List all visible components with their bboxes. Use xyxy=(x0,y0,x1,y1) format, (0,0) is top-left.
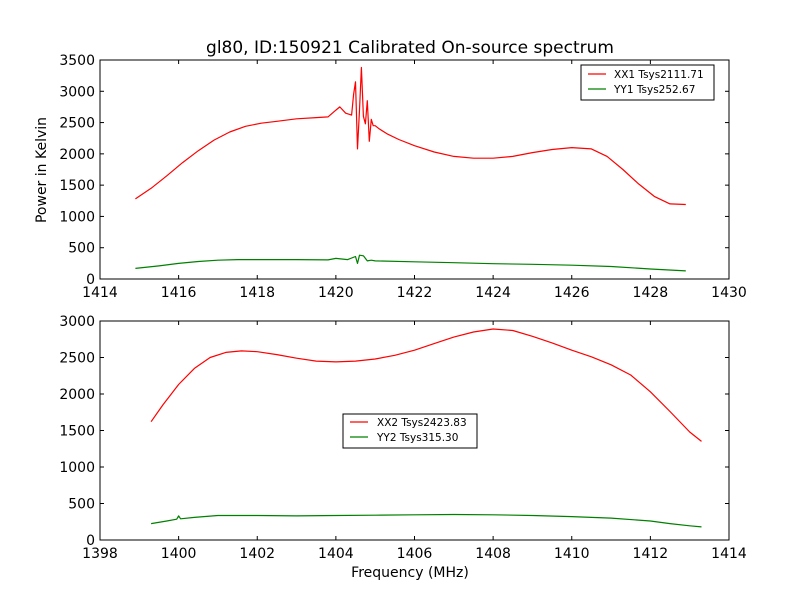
bottom-y-tick-label: 500 xyxy=(68,497,95,513)
bottom-legend: XX2 Tsys2423.83 YY2 Tsys315.30 xyxy=(342,413,478,449)
top-x-tick-label: 1418 xyxy=(239,285,275,301)
top-ticks: 1414 1416 1418 1420 1422 1424 1426 1428 1430 0 500… xyxy=(59,53,746,301)
bottom-series-yy2-line xyxy=(151,513,702,528)
top-y-tick-label: 3500 xyxy=(59,53,95,69)
top-x-tick-label: 1424 xyxy=(475,285,511,301)
top-y-tick-label: 1000 xyxy=(59,209,95,225)
bottom-legend-label-xx2: XX2 Tsys2423.83 xyxy=(377,417,467,429)
top-legend-label-yy1: YY1 Tsys252.67 xyxy=(613,84,695,96)
top-x-tick-label: 1428 xyxy=(633,285,669,301)
bottom-x-tick-label: 1400 xyxy=(161,546,197,562)
bottom-ticks: 1398 1400 1402 1404 1406 1408 1410 1412 1414 0 500… xyxy=(59,314,747,562)
bottom-series-layer xyxy=(150,328,702,528)
bottom-y-tick-label: 1500 xyxy=(59,424,95,440)
bottom-y-tick-label: 1000 xyxy=(59,460,95,476)
top-series-yy1-line xyxy=(135,254,686,272)
bottom-x-tick-label: 1402 xyxy=(239,546,275,562)
bottom-x-tick-label: 1410 xyxy=(554,546,590,562)
top-y-tick-label: 2500 xyxy=(59,116,95,132)
bottom-y-tick-label: 2000 xyxy=(59,387,95,403)
bottom-x-tick-label: 1412 xyxy=(633,546,669,562)
top-axes: 1414 1416 1418 1420 1422 1424 1426 1428 1430 0 500… xyxy=(34,53,747,301)
top-y-tick-label: 1500 xyxy=(59,178,95,194)
bottom-x-tick-label: 1406 xyxy=(397,546,433,562)
top-legend-box xyxy=(580,64,715,101)
top-x-tick-label: 1420 xyxy=(318,285,354,301)
top-y-tick-label: 500 xyxy=(68,241,95,257)
bottom-x-tick-label: 1404 xyxy=(318,546,354,562)
top-legend: XX1 Tsys2111.71 YY1 Tsys252.67 xyxy=(580,64,715,101)
chart-title: gl80, ID:150921 Calibrated On-source spe… xyxy=(206,38,614,58)
top-y-tick-label: 3000 xyxy=(59,84,95,100)
top-series-xx1-line xyxy=(135,66,686,206)
top-series-layer xyxy=(135,66,686,272)
top-y-tick-label: 0 xyxy=(86,272,95,288)
bottom-x-tick-label: 1408 xyxy=(475,546,511,562)
top-x-tick-label: 1414 xyxy=(82,285,118,301)
top-x-tick-label: 1422 xyxy=(397,285,433,301)
bottom-legend-label-yy2: YY2 Tsys315.30 xyxy=(376,432,458,444)
top-x-tick-label: 1416 xyxy=(161,285,197,301)
top-legend-label-xx1: XX1 Tsys2111.71 xyxy=(614,69,704,81)
top-x-tick-label: 1426 xyxy=(554,285,590,301)
bottom-x-tick-label: 1414 xyxy=(711,546,747,562)
bottom-axes: 1398 1400 1402 1404 1406 1408 1410 1412 1414 0 500… xyxy=(59,314,747,581)
bottom-legend-box xyxy=(342,413,478,449)
top-y-axis-label: Power in Kelvin xyxy=(34,117,50,223)
bottom-y-tick-label: 3000 xyxy=(59,314,95,330)
bottom-y-tick-label: 2500 xyxy=(59,351,95,367)
bottom-x-axis-label: Frequency (MHz) xyxy=(351,565,469,581)
bottom-series-xx2-line xyxy=(150,328,702,442)
bottom-x-tick-label: 1398 xyxy=(82,546,118,562)
top-y-tick-label: 2000 xyxy=(59,147,95,163)
top-x-tick-label: 1430 xyxy=(711,285,747,301)
bottom-y-tick-label: 0 xyxy=(86,533,95,549)
